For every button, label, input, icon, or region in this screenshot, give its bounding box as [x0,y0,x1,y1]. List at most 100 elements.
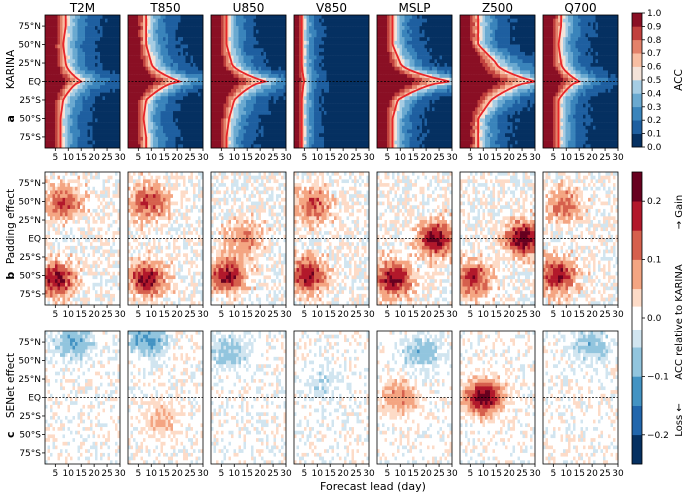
heatmap-cell [346,15,350,19]
heatmap-cell [57,133,61,138]
heatmap-cell [130,129,134,134]
heatmap-cell [263,63,267,67]
heatmap-cell [158,136,161,141]
heatmap-cell [339,103,342,108]
heatmap-cell [258,136,262,141]
heatmap-cell [356,118,360,123]
heatmap-cell [95,66,98,71]
heatmap-cell [258,111,262,115]
heatmap-cell [437,74,440,79]
heatmap-cell [117,59,121,64]
heatmap-cell [85,92,88,97]
heatmap-cell [361,125,365,130]
heatmap-cell [359,29,362,34]
heatmap-cell [268,88,272,93]
heatmap-cell [140,40,144,45]
heatmap-cell [301,59,305,64]
heatmap-cell [278,144,282,149]
heatmap-cell [198,51,201,56]
heatmap-cell [183,63,186,67]
heatmap-cell [382,81,385,86]
heatmap-cell [82,70,86,75]
heatmap-cell [180,77,184,82]
heatmap-cell [341,77,345,82]
heatmap-cell [316,122,320,127]
heatmap-cell [243,70,247,75]
heatmap-cell [163,77,166,82]
heatmap-cell [138,26,141,31]
heatmap-cell [138,63,141,67]
heatmap-cell [50,125,53,130]
heatmap-cell [273,37,277,42]
heatmap-cell [228,85,232,90]
heatmap-cell [105,33,108,38]
heatmap-cell [243,140,247,145]
heatmap-cell [334,18,337,23]
heatmap-cell [105,133,108,138]
heatmap-cell [354,81,357,86]
heatmap-cell [195,96,199,101]
heatmap-cell [102,29,106,34]
heatmap-cell [278,44,282,49]
heatmap-cell [261,70,264,75]
heatmap-cell [148,99,151,104]
heatmap-cell [200,88,204,93]
heatmap-cell [253,122,257,127]
x-tick-label: 30 [280,153,292,163]
heatmap-cell [228,15,232,19]
heatmap-cell [238,40,242,45]
heatmap-cell [82,18,86,23]
heatmap-cell [261,44,264,49]
heatmap-cell [47,96,51,101]
heatmap-cell [148,44,151,49]
heatmap-cell [75,37,78,42]
heatmap-cell [344,55,347,60]
heatmap-cell [424,18,428,23]
heatmap-cell [294,48,297,53]
heatmap-cell [314,85,317,90]
heatmap-cell [85,63,88,67]
heatmap-cell [211,22,214,27]
heatmap-cell [263,26,267,31]
heatmap-cell [366,144,370,149]
heatmap-cell [163,55,166,60]
heatmap-cell [364,96,367,101]
heatmap-cell [402,15,405,19]
heatmap-cell [442,48,445,53]
heatmap-cell [185,18,189,23]
heatmap-cell [62,70,66,75]
heatmap-cell [100,103,103,108]
heatmap-cell [233,40,237,45]
heatmap-cell [424,22,428,27]
heatmap-cell [138,33,141,38]
heatmap-cell [47,81,51,86]
heatmap-cell [407,29,410,34]
heatmap-cell [173,37,176,42]
heatmap-cell [188,15,191,19]
heatmap-cell [402,70,405,75]
heatmap-cell [45,22,48,27]
heatmap-cell [135,37,139,42]
heatmap-cell [261,107,264,112]
heatmap-cell [65,29,68,34]
heatmap-cell [153,59,156,64]
heatmap-cell [148,118,151,123]
heatmap-cell [238,96,242,101]
heatmap-cell [62,66,66,71]
heatmap-cell [336,59,340,64]
heatmap-cell [311,15,315,19]
heatmap-cell [377,70,380,75]
heatmap-cell [404,44,408,49]
heatmap-cell [158,133,161,138]
heatmap-cell [45,48,48,53]
heatmap-cell [85,55,88,60]
heatmap-cell [278,136,282,141]
heatmap-cell [417,18,420,23]
heatmap-cell [133,55,136,60]
heatmap-cell [153,63,156,67]
heatmap-cell [150,44,154,49]
heatmap-cell [155,103,159,108]
heatmap-cell [341,63,345,67]
heatmap-cell [160,111,164,115]
heatmap-cell [243,129,247,134]
